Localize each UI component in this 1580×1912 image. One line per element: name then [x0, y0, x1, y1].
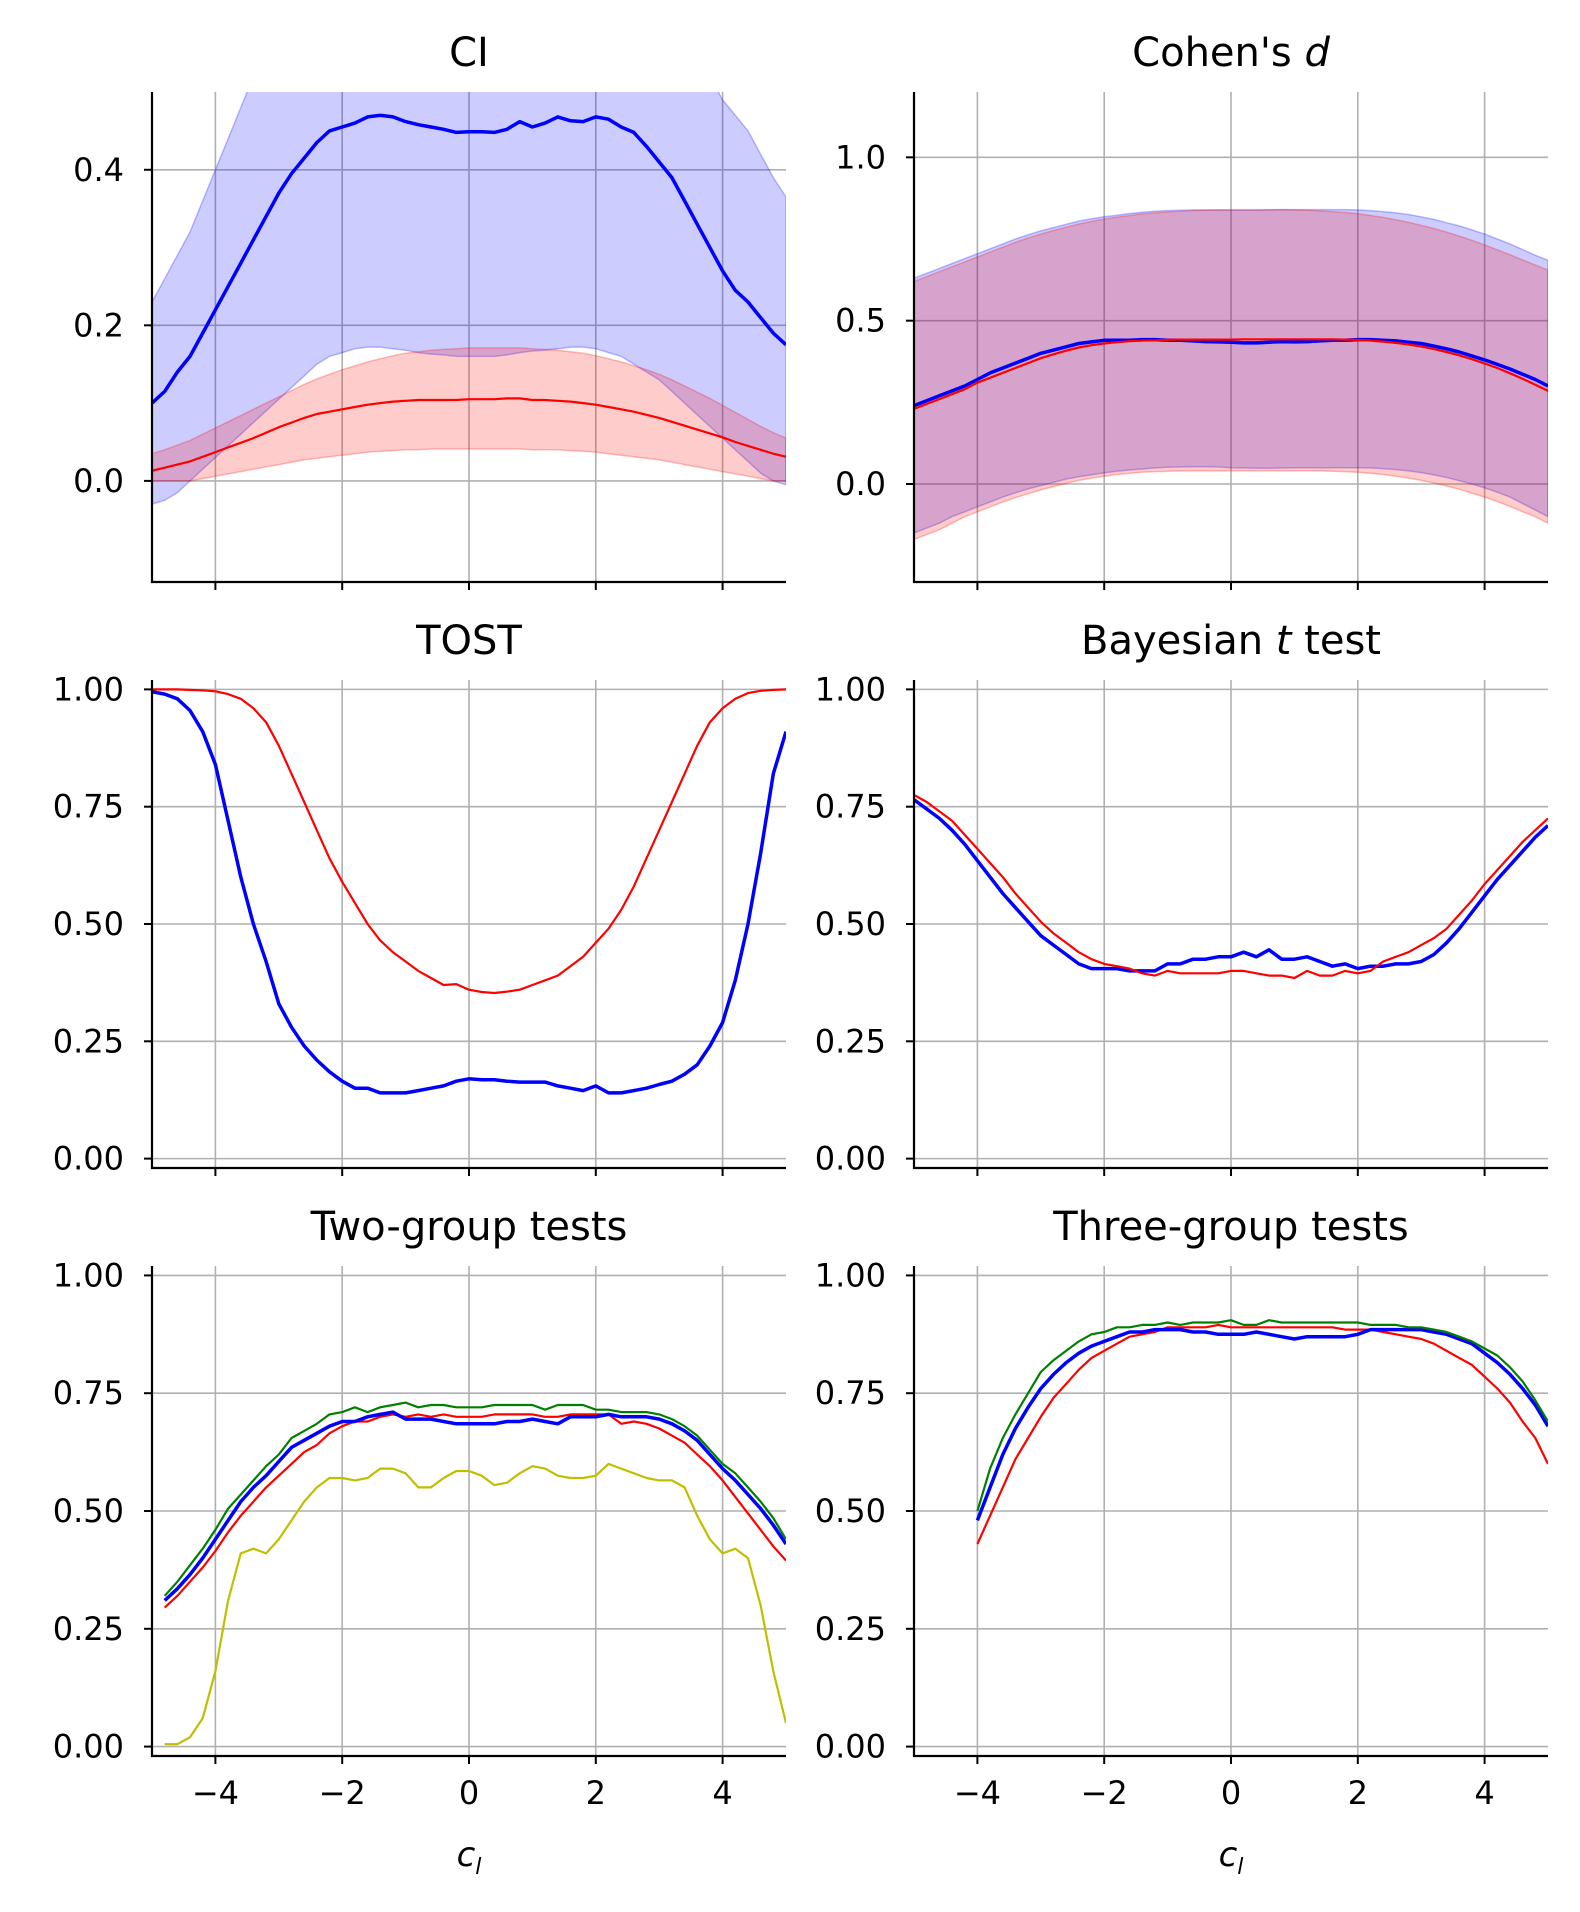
series-line-red	[976, 1323, 1548, 1545]
x-axis-label: cl	[457, 1835, 482, 1880]
x-tick-label: 4	[712, 1774, 732, 1812]
band-red	[914, 208, 1548, 541]
y-tick-label: 1.00	[815, 1256, 886, 1294]
y-tick-label: 0.50	[815, 905, 886, 943]
y-tick-label: 0.75	[53, 788, 124, 826]
series-line-green	[163, 1401, 786, 1597]
plot-area	[914, 794, 1548, 980]
panel-3: 0.00 0.25 0.50 0.75 1.00 TOST	[53, 618, 786, 1178]
grid	[152, 92, 786, 582]
y-tick-label: 0.00	[53, 1140, 124, 1178]
series-line-blue	[975, 1327, 1548, 1522]
panel-4: 0.00 0.25 0.50 0.75 1.00 Bayesian t test	[815, 618, 1548, 1178]
series-line-blue	[914, 337, 1548, 408]
panel-1: 0.0 0.2 0.4 CI	[73, 30, 786, 590]
panel-title: CI	[449, 30, 489, 76]
y-tick-label: 0.50	[53, 905, 124, 943]
x-tick-label: −2	[1081, 1774, 1128, 1812]
series-line-yellow	[164, 1462, 786, 1746]
band-blue	[914, 208, 1548, 534]
y-tick-label: 0.75	[815, 788, 886, 826]
series-line-blue	[914, 798, 1548, 973]
y-tick-label: 0.0	[73, 462, 124, 500]
y-tick-label: 0.2	[73, 306, 124, 344]
grid	[152, 680, 786, 1168]
y-tick-label: 0.25	[815, 1610, 886, 1648]
grid	[914, 92, 1548, 582]
band-blue	[152, 92, 786, 505]
y-tick-label: 0.00	[815, 1140, 886, 1178]
plot-area	[152, 92, 786, 505]
y-tick-label: 1.00	[815, 670, 886, 708]
plot-area	[914, 208, 1548, 541]
panel-title: Bayesian t test	[1081, 618, 1381, 664]
series-line-red	[152, 688, 786, 995]
series-line-red	[914, 794, 1548, 980]
y-tick-label: 1.0	[835, 138, 886, 176]
grid	[152, 1266, 786, 1756]
x-tick-label: 2	[1348, 1774, 1368, 1812]
y-tick-label: 0.50	[53, 1492, 124, 1530]
panel-title: TOST	[415, 618, 522, 664]
y-tick-label: 0.75	[815, 1374, 886, 1412]
y-tick-label: 0.0	[835, 465, 886, 503]
y-tick-label: 1.00	[53, 670, 124, 708]
y-tick-label: 0.00	[53, 1728, 124, 1766]
x-tick-label: −4	[192, 1774, 239, 1812]
x-axis-label: cl	[1219, 1835, 1244, 1880]
y-tick-label: 0.75	[53, 1374, 124, 1412]
series-line-blue	[152, 689, 786, 1095]
y-tick-label: 0.25	[815, 1022, 886, 1060]
panel-title: Three-group tests	[1052, 1204, 1409, 1250]
x-tick-label: −4	[954, 1774, 1001, 1812]
panel-title: Two-group tests	[310, 1204, 628, 1250]
grid	[914, 680, 1548, 1168]
panel-6: 0.00 0.25 0.50 0.75 1.00 −4 −2 0 2 4 Three-group t…	[815, 1204, 1548, 1880]
series-line-blue	[152, 113, 786, 405]
series-line-blue	[163, 1410, 786, 1602]
y-tick-label: 0.25	[53, 1022, 124, 1060]
y-tick-label: 0.4	[73, 151, 124, 189]
x-tick-label: −2	[319, 1774, 366, 1812]
plot-area	[975, 1319, 1548, 1545]
panel-5: 0.00 0.25 0.50 0.75 1.00 −4 −2 0 2 4 Two-group tes…	[53, 1204, 786, 1880]
x-tick-label: 2	[586, 1774, 606, 1812]
x-tick-label: 0	[459, 1774, 479, 1812]
y-tick-label: 0.5	[835, 302, 886, 340]
plot-area	[163, 1401, 786, 1746]
grid	[914, 1266, 1548, 1756]
series-line-red	[914, 338, 1548, 410]
band-red	[152, 347, 786, 482]
y-tick-label: 0.50	[815, 1492, 886, 1530]
y-tick-label: 0.00	[815, 1728, 886, 1766]
y-tick-label: 0.25	[53, 1610, 124, 1648]
x-tick-label: 4	[1474, 1774, 1494, 1812]
series-line-red	[152, 397, 786, 472]
series-line-green	[976, 1319, 1548, 1512]
series-line-red	[163, 1413, 786, 1609]
x-tick-label: 0	[1221, 1774, 1241, 1812]
panel-2: 0.0 0.5 1.0 Cohen's d	[835, 30, 1548, 590]
plot-area	[152, 688, 786, 1095]
panel-title: Cohen's d	[1132, 30, 1330, 76]
y-tick-label: 1.00	[53, 1256, 124, 1294]
